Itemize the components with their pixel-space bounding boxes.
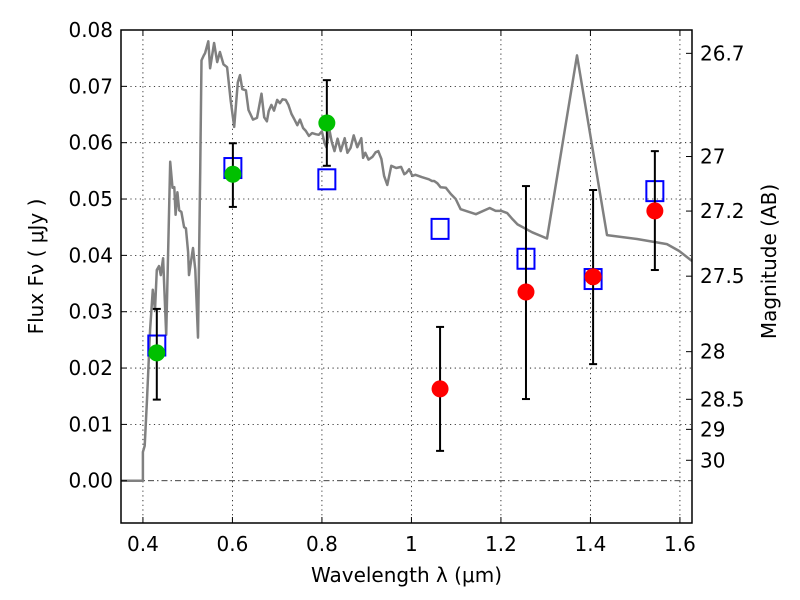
x-tick-label: 1 — [405, 532, 418, 556]
y-tick-label: 0.05 — [68, 187, 113, 211]
right-axis-label: Magnitude (AB) — [757, 184, 781, 339]
x-tick-label: 0.6 — [217, 532, 249, 556]
detections-point — [318, 114, 336, 132]
right-tick-label: 27 — [700, 145, 725, 169]
right-tick-label: 29 — [700, 417, 725, 441]
model-square-marker — [430, 217, 450, 240]
detections-point — [224, 165, 242, 183]
x-tick-label: 0.8 — [306, 532, 338, 556]
y-tick-label: 0.06 — [68, 131, 113, 155]
right-tick-label: 27.5 — [700, 264, 745, 288]
x-tick-label: 1.6 — [664, 532, 696, 556]
y-tick-label: 0.03 — [68, 300, 113, 324]
plot-frame — [120, 29, 693, 524]
y-tick-label: 0.04 — [68, 243, 113, 267]
low-significance-point — [646, 202, 664, 220]
low-significance-point — [517, 283, 535, 301]
y-tick-label: 0.00 — [68, 469, 113, 493]
right-tick-label: 28 — [700, 340, 725, 364]
y-tick-label: 0.01 — [68, 412, 113, 436]
spectrum-layer — [121, 40, 693, 482]
x-tick-label: 1.2 — [485, 532, 517, 556]
y-axis-label: Flux Fν ( μJy ) — [24, 199, 48, 335]
y-tick-label: 0.07 — [68, 74, 113, 98]
low-significance-point — [431, 380, 449, 398]
tick-layer: 0.4 0.6 0.8 1 1.2 1.4 1.6 0.00 0.01 0.02 0.03 0.04 0… — [68, 18, 744, 556]
detections-point — [148, 344, 166, 362]
right-tick-label: 27.2 — [700, 199, 745, 223]
right-tick-label: 30 — [700, 448, 725, 472]
grid-layer — [121, 29, 692, 523]
right-tick-label: 26.7 — [700, 41, 745, 65]
x-tick-label: 1.4 — [575, 532, 607, 556]
low-significance-point — [584, 268, 602, 286]
y-tick-label: 0.02 — [68, 356, 113, 380]
marker-layer — [147, 79, 665, 452]
model-square-marker — [317, 168, 337, 191]
x-tick-label: 0.4 — [127, 532, 159, 556]
spectrum-line — [121, 40, 693, 482]
y-tick-label: 0.08 — [68, 18, 113, 42]
right-tick-label: 28.5 — [700, 387, 745, 411]
x-axis-label: Wavelength λ (μm) — [311, 563, 502, 587]
